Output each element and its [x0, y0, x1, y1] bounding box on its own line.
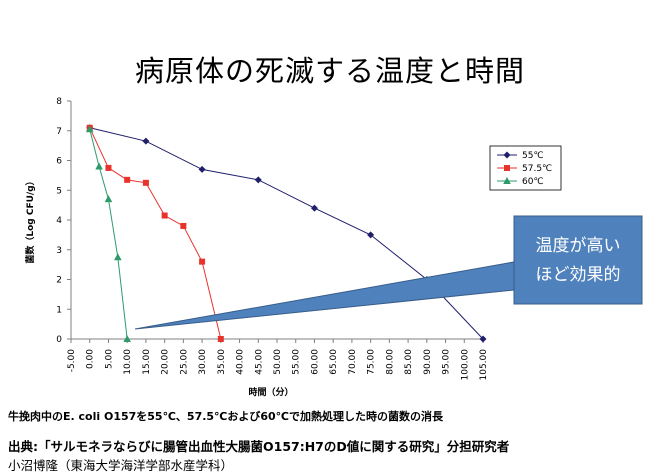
x-tick-label: 15.00: [142, 349, 152, 375]
data-point: [217, 336, 224, 342]
data-point: [367, 231, 375, 239]
legend-label: 60℃: [522, 177, 544, 187]
data-point: [142, 137, 150, 145]
y-tick-label: 6: [56, 157, 62, 167]
data-point: [199, 258, 206, 265]
data-point: [180, 222, 187, 229]
y-tick-label: 4: [56, 216, 62, 226]
callout: 温度が高い ほど効果的: [134, 215, 643, 330]
data-point: [104, 195, 113, 203]
chart-legend: 55℃ 57.5℃ 60℃: [489, 145, 562, 191]
callout-line-2: ほど効果的: [536, 265, 621, 285]
chart-series: [85, 124, 487, 343]
y-tick-label: 7: [56, 127, 62, 137]
x-tick-label: 30.00: [198, 349, 208, 375]
x-tick-label: 55.00: [292, 349, 302, 375]
x-tick-label: 95.00: [442, 349, 452, 375]
series-1: [86, 124, 224, 342]
chart-caption: 牛挽肉中のE. coli O157を55℃、57.5℃および60℃で加熱処理した…: [8, 410, 443, 423]
series-line-1: [89, 127, 222, 340]
source-line-2: 小沼博隆（東海大学海洋学部水産学科）: [8, 458, 234, 473]
series-line-0: [89, 127, 484, 340]
y-tick-label: 3: [56, 246, 62, 256]
legend-label: 57.5℃: [522, 164, 552, 174]
data-point: [198, 165, 206, 173]
x-tick-label: 10.00: [123, 349, 133, 375]
data-point: [95, 162, 103, 170]
x-tick-label: 80.00: [385, 349, 395, 375]
x-tick-label: 75.00: [367, 349, 377, 375]
callout-line-1: 温度が高い: [536, 236, 621, 256]
x-tick-label: 45.00: [254, 349, 264, 375]
series-line-2: [89, 129, 128, 340]
page-title: 病原体の死滅する温度と時間: [134, 54, 525, 88]
x-tick-label: 60.00: [310, 349, 320, 375]
y-axis-title: 菌数（Log CFU/g）: [24, 176, 36, 263]
data-point: [124, 176, 131, 183]
x-tick-label: 35.00: [217, 349, 227, 375]
x-tick-label: 70.00: [348, 349, 358, 375]
x-tick-label: 20.00: [161, 349, 171, 375]
y-tick-label: 2: [56, 276, 62, 286]
chart: 0 1 2 3 4 5 6 7 8 -5.00 0.00 5.00 10.00 15.00 20.00 25.…: [24, 97, 643, 398]
series-2: [85, 125, 131, 342]
x-tick-label: 5.00: [104, 349, 114, 369]
y-tick-label: 5: [56, 186, 62, 196]
chart-axes: 0 1 2 3 4 5 6 7 8 -5.00 0.00 5.00 10.00 15.00 20.00 25.…: [24, 97, 489, 398]
x-tick-label: 0.00: [86, 349, 96, 369]
callout-pointer: [134, 261, 515, 330]
callout-box: [513, 215, 643, 305]
x-tick-label: 25.00: [179, 349, 189, 375]
x-tick-label: -5.00: [67, 349, 77, 373]
data-point: [142, 179, 149, 186]
legend-marker: [504, 165, 510, 171]
x-tick-label: 40.00: [236, 349, 246, 375]
x-tick-label: 50.00: [273, 349, 283, 375]
data-point: [161, 212, 168, 219]
data-point: [310, 204, 318, 212]
data-point: [479, 335, 487, 343]
data-point: [114, 253, 122, 261]
x-tick-label: 85.00: [404, 349, 414, 375]
x-tick-label: 105.00: [479, 349, 489, 381]
legend-marker: [503, 177, 511, 184]
y-tick-label: 1: [56, 305, 62, 315]
data-point: [85, 125, 94, 133]
x-tick-label: 65.00: [329, 349, 339, 375]
legend-marker: [503, 151, 511, 159]
y-tick-label: 0: [56, 335, 62, 345]
data-point: [105, 164, 112, 171]
x-axis-title: 時間（分）: [248, 386, 293, 398]
x-tick-label: 90.00: [423, 349, 433, 375]
y-tick-label: 8: [56, 97, 62, 107]
source-line-1: 出典:「サルモネラならびに腸管出血性大腸菌O157:H7のD値に関する研究」分担…: [8, 439, 510, 454]
data-point: [254, 176, 262, 184]
legend-label: 55℃: [522, 151, 544, 161]
x-tick-label: 100.00: [460, 349, 470, 381]
data-point: [123, 335, 131, 342]
